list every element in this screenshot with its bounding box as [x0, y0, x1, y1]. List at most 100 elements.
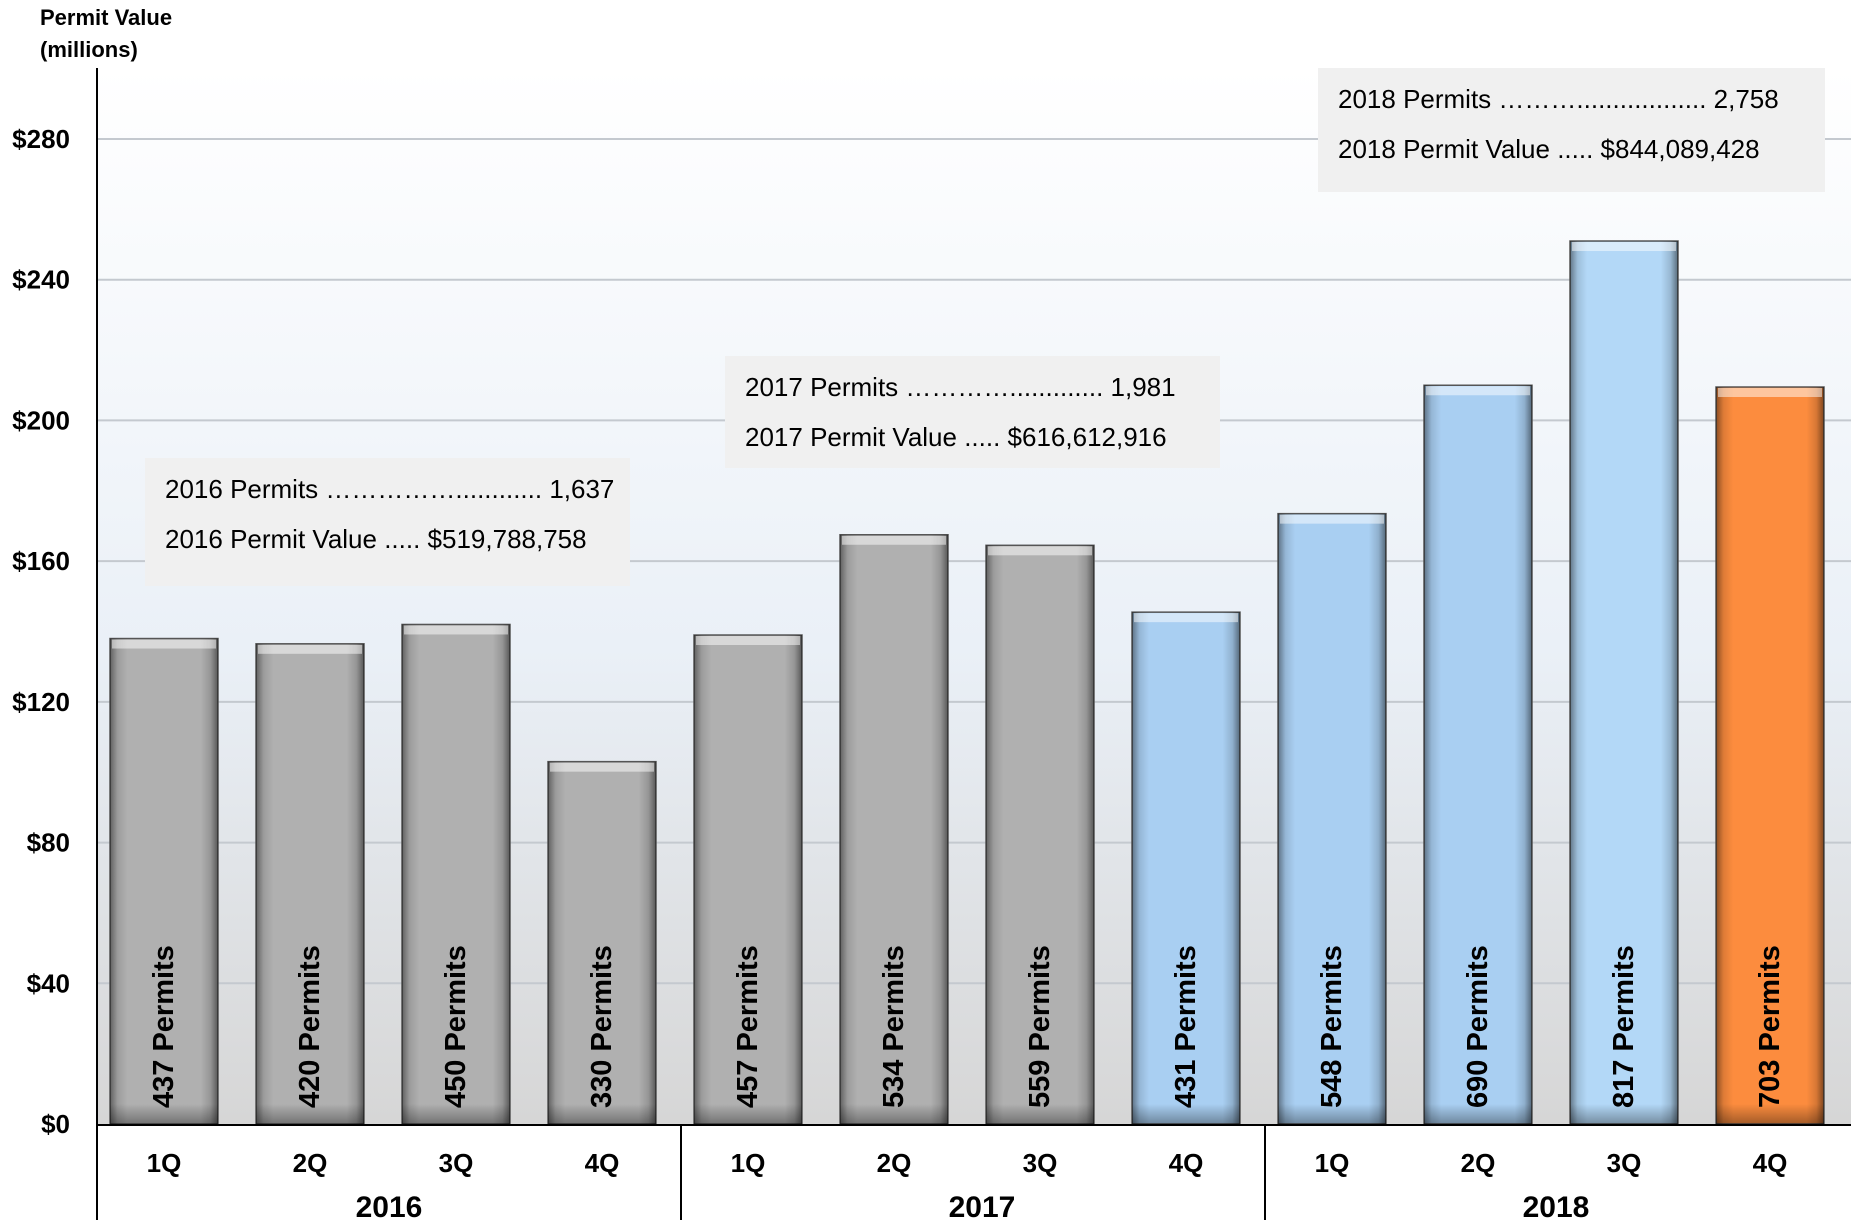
bar-top-highlight [1718, 388, 1822, 398]
y-tick-label: $160 [12, 546, 70, 576]
bar-shading [1278, 513, 1386, 1124]
bar-top-highlight [988, 546, 1092, 556]
bar-top-highlight [550, 762, 654, 772]
bar-base-shadow [840, 1104, 948, 1124]
bar-shading [840, 534, 948, 1124]
x-year-label: 2018 [1523, 1191, 1590, 1223]
bar-shading [1132, 612, 1240, 1124]
bar-shading [694, 635, 802, 1124]
bar-group: 548 Permits [1277, 512, 1387, 1125]
bar-group: 703 Permits [1715, 386, 1825, 1125]
bar-base-shadow [1716, 1104, 1824, 1124]
bar-data-label: 817 Permits [1608, 945, 1640, 1108]
bar-top-highlight [404, 625, 508, 635]
bars: 437 Permits 420 Permits 450 Permits 330 Per… [109, 240, 1825, 1125]
bar-data-label: 548 Permits [1316, 945, 1348, 1108]
x-tick-label: 4Q [585, 1148, 620, 1178]
bar-top-highlight [696, 636, 800, 646]
bar-group: 437 Permits [109, 637, 219, 1125]
axes [96, 68, 1851, 1220]
x-tick-label: 3Q [1607, 1148, 1642, 1178]
bar-data-label: 690 Permits [1462, 945, 1494, 1108]
bar-group: 817 Permits [1569, 240, 1679, 1125]
bar-group: 450 Permits [401, 623, 511, 1125]
bar-base-shadow [1278, 1104, 1386, 1124]
annotation-2017-value: 2017 Permit Value ..... $616,612,916 [745, 422, 1167, 452]
y-tick-label: $200 [12, 405, 70, 435]
plot-background [97, 68, 1851, 1124]
y-tick-label: $240 [12, 265, 70, 295]
x-tick-label: 1Q [1315, 1148, 1350, 1178]
y-tick-label: $280 [12, 124, 70, 154]
bar-top-highlight [258, 644, 362, 654]
annotation-2017-permits: 2017 Permits …………............. 1,981 [745, 372, 1176, 402]
annotation-2017: 2017 Permits …………............. 1,981 201… [725, 356, 1220, 468]
bar-data-label: 330 Permits [586, 945, 618, 1108]
y-axis-title-line2: (millions) [40, 37, 138, 62]
bar-shading [256, 643, 364, 1124]
y-tick-label: $120 [12, 687, 70, 717]
x-tick-label: 2Q [877, 1148, 912, 1178]
annotation-2018-permits: 2018 Permits ……….................. 2,758 [1338, 84, 1779, 114]
y-tick-label: $80 [27, 828, 70, 858]
bar-top-highlight [1426, 386, 1530, 396]
bar-group: 690 Permits [1423, 384, 1533, 1125]
bar-base-shadow [110, 1104, 218, 1124]
annotation-2016-permits: 2016 Permits ……………............ 1,637 [165, 474, 615, 504]
annotation-2016-value: 2016 Permit Value ..... $519,788,758 [165, 524, 587, 554]
bar-shading [986, 545, 1094, 1124]
bar-group: 420 Permits [255, 643, 365, 1125]
x-tick-label: 2Q [293, 1148, 328, 1178]
x-tick-labels: 1Q 2Q 3Q 4Q 1Q 2Q 3Q 4Q 1Q 2Q 3Q 4Q 2016 2017 2018 [147, 1148, 1788, 1223]
bar-top-highlight [1134, 613, 1238, 623]
x-year-label: 2016 [356, 1191, 423, 1223]
bar-shading [1716, 387, 1824, 1125]
bar-group: 431 Permits [1131, 611, 1241, 1125]
bar-data-label: 431 Permits [1170, 945, 1202, 1108]
bar-data-label: 450 Permits [440, 945, 472, 1108]
x-tick-label: 4Q [1169, 1148, 1204, 1178]
bar-base-shadow [256, 1104, 364, 1124]
y-tick-label: $0 [41, 1109, 70, 1139]
x-tick-label: 1Q [147, 1148, 182, 1178]
bar-base-shadow [1132, 1104, 1240, 1124]
bar-shading [402, 624, 510, 1124]
bar-group: 457 Permits [693, 634, 803, 1125]
y-axis-title: Permit Value (millions) [40, 2, 172, 66]
y-tick-labels: $0 $40 $80 $120 $160 $200 $240 $280 [12, 124, 70, 1139]
x-tick-label: 3Q [1023, 1148, 1058, 1178]
annotation-2016: 2016 Permits ……………............ 1,637 201… [145, 458, 630, 586]
bar-shading [1570, 241, 1678, 1125]
bar-data-label: 457 Permits [732, 945, 764, 1108]
y-axis-title-line1: Permit Value [40, 5, 173, 30]
bar-base-shadow [986, 1104, 1094, 1124]
bar-data-label: 703 Permits [1754, 945, 1786, 1108]
bar-top-highlight [842, 535, 946, 545]
bar-group: 330 Permits [547, 760, 657, 1125]
bar-data-label: 437 Permits [148, 945, 180, 1108]
bar-top-highlight [1280, 514, 1384, 524]
annotation-2018-value: 2018 Permit Value ..... $844,089,428 [1338, 134, 1760, 164]
bar-data-label: 420 Permits [294, 945, 326, 1108]
bar-data-label: 559 Permits [1024, 945, 1056, 1108]
bar-group: 559 Permits [985, 544, 1095, 1125]
x-tick-label: 4Q [1753, 1148, 1788, 1178]
bar-base-shadow [694, 1104, 802, 1124]
bar-base-shadow [548, 1104, 656, 1124]
x-tick-label: 2Q [1461, 1148, 1496, 1178]
bar-top-highlight [1572, 242, 1676, 252]
y-tick-label: $40 [27, 968, 70, 998]
bar-top-highlight [112, 639, 216, 649]
bar-group: 534 Permits [839, 534, 949, 1125]
x-year-label: 2017 [949, 1191, 1016, 1223]
bar-data-label: 534 Permits [878, 945, 910, 1108]
bar-base-shadow [402, 1104, 510, 1124]
bar-base-shadow [1570, 1104, 1678, 1124]
x-tick-label: 3Q [439, 1148, 474, 1178]
bar-base-shadow [1424, 1104, 1532, 1124]
x-tick-label: 1Q [731, 1148, 766, 1178]
bar-shading [548, 761, 656, 1124]
annotation-2018: 2018 Permits ……….................. 2,758… [1318, 68, 1825, 192]
